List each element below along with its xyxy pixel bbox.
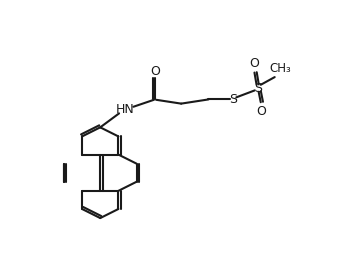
Text: O: O	[150, 65, 160, 78]
Text: CH₃: CH₃	[269, 62, 291, 75]
Text: O: O	[256, 105, 266, 118]
Text: O: O	[250, 57, 259, 70]
Text: S: S	[229, 93, 237, 106]
Text: S: S	[254, 82, 262, 95]
Text: HN: HN	[116, 103, 135, 116]
